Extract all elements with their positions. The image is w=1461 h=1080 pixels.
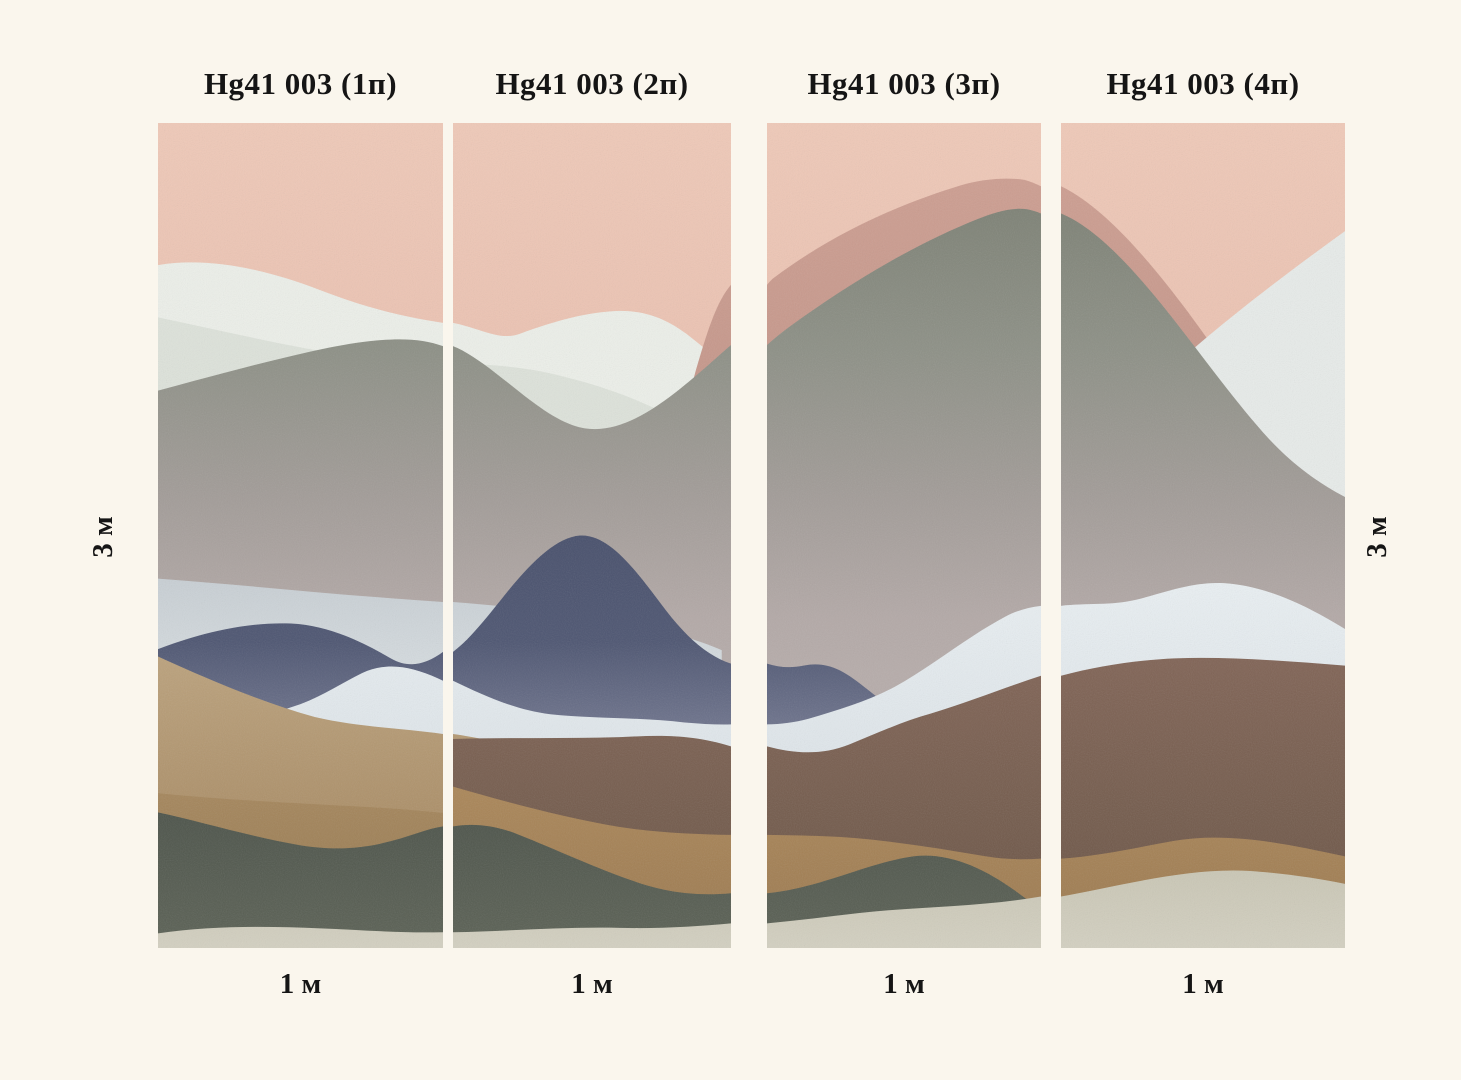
mural-artwork-slice-3 (767, 123, 1041, 948)
height-label-right: 3 м (1360, 516, 1393, 558)
width-label-1: 1 м (279, 967, 322, 1000)
mural-artwork-slice-4 (1061, 123, 1345, 948)
wallpaper-panel-2 (453, 123, 731, 948)
panel-title-1: Hg41 003 (1п) (203, 66, 398, 101)
mural-artwork-slice-2 (453, 123, 731, 948)
wallpaper-panel-4 (1061, 123, 1345, 948)
width-label-2: 1 м (571, 967, 613, 1000)
panel-title-3: Hg41 003 (3п) (807, 66, 1001, 101)
wallpaper-panel-3 (767, 123, 1041, 948)
mural-artwork-slice-1 (158, 123, 443, 948)
panel-title-2: Hg41 003 (2п) (495, 66, 689, 101)
panel-title-4: Hg41 003 (4п) (1106, 66, 1300, 101)
wallpaper-panel-1 (158, 123, 443, 948)
width-label-3: 1 м (883, 967, 925, 1000)
width-label-4: 1 м (1182, 967, 1224, 1000)
height-label-left: 3 м (86, 516, 119, 558)
